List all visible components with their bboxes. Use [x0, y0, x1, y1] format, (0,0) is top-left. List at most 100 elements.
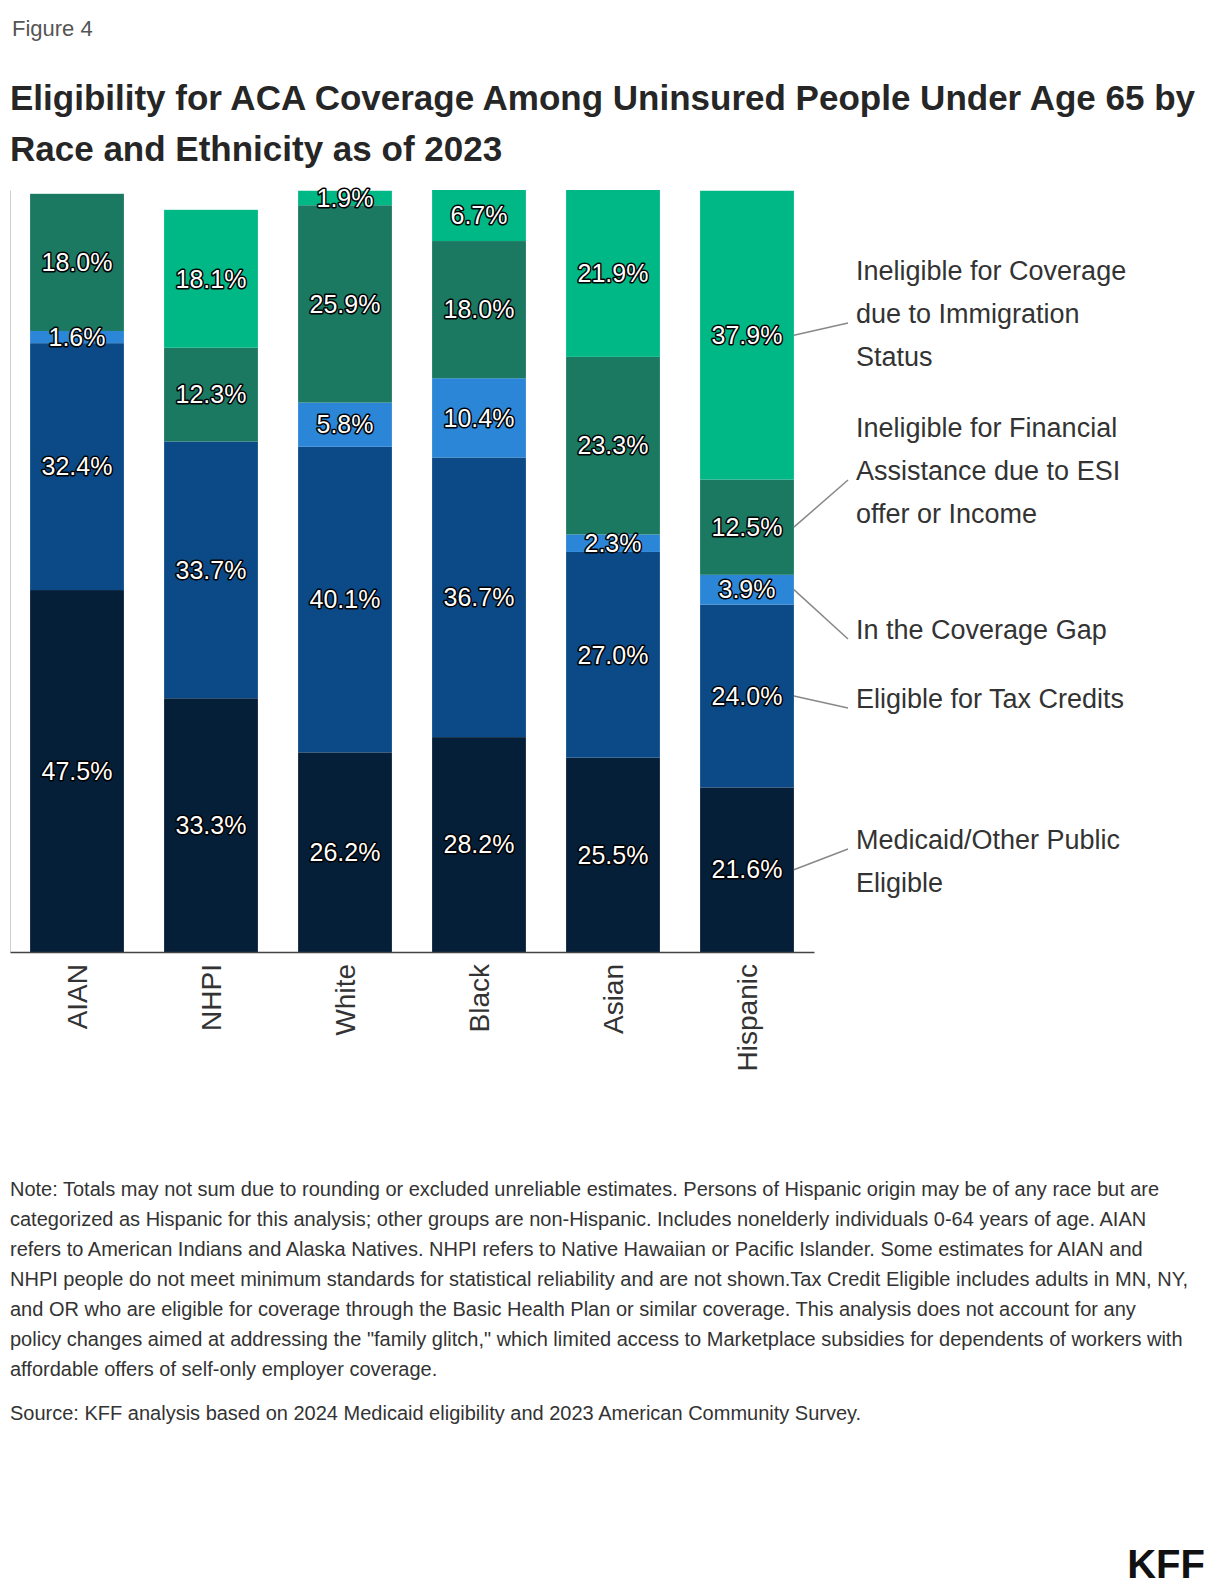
x-tick: Hispanic	[732, 964, 763, 1071]
data-label: 33.7%	[176, 556, 247, 584]
data-label: 24.0%	[712, 682, 783, 710]
data-label: 27.0%	[578, 641, 649, 669]
data-label: 36.7%	[444, 583, 515, 611]
legend-label: Ineligible for Financial Assistance due t…	[856, 413, 1120, 529]
bar-segment	[700, 787, 794, 952]
text-line: due to Immigration	[856, 299, 1080, 329]
text-line: and OR who are eligible for coverage thr…	[10, 1298, 1136, 1320]
text-line: Eligible	[856, 868, 943, 898]
x-tick: AIAN	[62, 964, 93, 1029]
x-tick-label: White	[330, 964, 361, 1036]
figure-label: Figure 4	[12, 16, 93, 41]
legend-label: Eligible for Tax Credits	[856, 684, 1124, 714]
bar-segment	[432, 241, 526, 378]
text-line: Race and Ethnicity as of 2023	[10, 129, 502, 168]
bar-segment	[432, 190, 526, 241]
bar-segment	[164, 348, 258, 442]
text-line: categorized as Hispanic for this analysi…	[10, 1208, 1146, 1230]
bar-segment	[30, 194, 124, 331]
bar-segment	[164, 698, 258, 952]
bars	[30, 190, 794, 952]
text-line: In the Coverage Gap	[856, 615, 1107, 645]
bar-segment	[164, 441, 258, 698]
legend-leader	[794, 590, 848, 639]
data-label: 28.2%	[444, 830, 515, 858]
title: Eligibility for ACA Coverage Among Unins…	[10, 78, 1196, 168]
x-axis: AIAN NHPI White Black Asian Hispanic	[11, 953, 815, 1072]
bar-segment	[566, 190, 660, 357]
source: Source: KFF analysis based on 2024 Medic…	[10, 1402, 861, 1424]
data-label: 25.5%	[578, 841, 649, 869]
bar-segment	[700, 575, 794, 605]
data-label: 26.2%	[310, 838, 381, 866]
bar-segment	[700, 191, 794, 480]
text-line: refers to American Indians and Alaska Na…	[10, 1238, 1143, 1260]
text-line: Ineligible for Financial	[856, 413, 1117, 443]
text-line: Eligibility for ACA Coverage Among Unins…	[10, 78, 1196, 117]
text-line: NHPI people do not meet minimum standard…	[10, 1268, 1188, 1290]
data-label: 1.9%	[317, 184, 374, 212]
text-line: Eligible for Tax Credits	[856, 684, 1124, 714]
data-label: 21.9%	[578, 259, 649, 287]
data-label: 5.8%	[317, 410, 374, 438]
x-tick: NHPI	[196, 964, 227, 1031]
data-labels: 47.5% 33.3% 26.2% 28.2% 25.5% 21.6% 32.4% 33.7%…	[42, 184, 783, 884]
legend-label: Ineligible for Coverage due to Immigratio…	[856, 256, 1126, 372]
legend-leader	[794, 696, 848, 708]
legend-leader	[794, 480, 848, 527]
x-tick: Black	[464, 963, 495, 1032]
bar-segment	[566, 357, 660, 535]
x-axis-line	[11, 952, 815, 954]
data-label: 23.3%	[578, 431, 649, 459]
data-label: 33.3%	[176, 811, 247, 839]
bar-segment	[298, 752, 392, 952]
data-label: 12.3%	[176, 380, 247, 408]
text-line: Medicaid/Other Public	[856, 825, 1120, 855]
bar-segment	[30, 590, 124, 952]
text-line: Source: KFF analysis based on 2024 Medic…	[10, 1402, 861, 1424]
text-line: offer or Income	[856, 499, 1037, 529]
legend-leader	[794, 849, 848, 870]
bar-segment	[432, 737, 526, 952]
note: Note: Totals may not sum due to rounding…	[10, 1178, 1188, 1380]
bar-segment	[164, 210, 258, 348]
bar-segment	[700, 605, 794, 788]
data-label: 1.6%	[49, 323, 106, 351]
chart: Figure 4 Eligibility for ACA Coverage Amo…	[0, 0, 1220, 1596]
text-line: policy changes aimed at addressing the "…	[10, 1328, 1183, 1350]
text-line: Ineligible for Coverage	[856, 256, 1126, 286]
text-line: affordable offers of self-only employer …	[10, 1358, 437, 1380]
bar-segment	[566, 552, 660, 758]
bar-segment	[432, 457, 526, 737]
y-axis-line	[10, 191, 11, 953]
bar-segment	[30, 343, 124, 590]
bar-segment	[700, 480, 794, 575]
x-tick: Asian	[598, 964, 629, 1034]
data-label: 47.5%	[42, 757, 113, 785]
bar-segment	[566, 758, 660, 952]
legend-leader	[794, 323, 848, 335]
x-tick-label: Asian	[598, 964, 629, 1034]
data-label: 18.1%	[176, 265, 247, 293]
y-axis	[10, 191, 11, 953]
legend-label: In the Coverage Gap	[856, 615, 1107, 645]
bar-segment	[298, 205, 392, 402]
data-label: 12.5%	[712, 513, 783, 541]
text-line: Note: Totals may not sum due to rounding…	[10, 1178, 1159, 1200]
data-label: 32.4%	[42, 452, 113, 480]
data-label: 10.4%	[444, 404, 515, 432]
data-label: 2.3%	[585, 529, 642, 557]
bar-segment	[432, 378, 526, 457]
x-tick-label: Hispanic	[732, 964, 763, 1071]
x-tick-label: NHPI	[196, 964, 227, 1031]
bar-segment	[298, 403, 392, 447]
data-label: 37.9%	[712, 321, 783, 349]
data-label: 40.1%	[310, 585, 381, 613]
text-line: Assistance due to ESI	[856, 456, 1120, 486]
data-label: 21.6%	[712, 855, 783, 883]
x-tick-label: Black	[464, 963, 495, 1032]
branding: KFF	[1127, 1542, 1205, 1586]
x-tick-label: AIAN	[62, 964, 93, 1029]
data-label: 18.0%	[42, 248, 113, 276]
data-label: 25.9%	[310, 290, 381, 318]
